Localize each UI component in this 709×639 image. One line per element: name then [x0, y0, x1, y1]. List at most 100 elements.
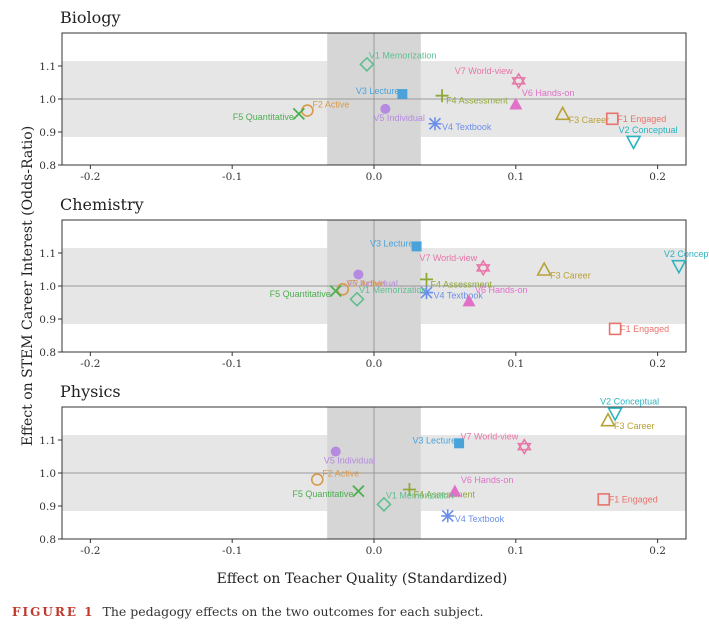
point-v3-lecture	[454, 438, 465, 449]
point-label: V7 World-view	[455, 66, 513, 76]
point-v3-lecture	[397, 89, 408, 100]
y-axis-title: Effect on STEM Career Interest (Odds-Rat…	[20, 126, 36, 446]
point-label: V4 Textbook	[455, 514, 505, 524]
point-v5-individual	[330, 446, 341, 457]
point-v4-textbook	[441, 509, 455, 523]
panel-title: Chemistry	[60, 195, 144, 214]
point-v2-conceptual	[625, 135, 642, 151]
point-label: V1 Memorization	[386, 490, 454, 500]
x-tick-label: -0.1	[222, 545, 242, 557]
point-v3-lecture	[411, 241, 422, 252]
x-tick-label: -0.2	[80, 171, 100, 183]
y-tick-label: 0.8	[39, 160, 56, 172]
point-label: V6 Hands-on	[522, 88, 575, 98]
point-v1-memorization	[359, 56, 375, 72]
panel-title: Biology	[60, 8, 121, 27]
point-f3-career	[600, 412, 616, 427]
y-tick-label: 0.9	[39, 501, 56, 513]
point-label: F1 Engaged	[617, 114, 666, 124]
x-tick-label: -0.1	[222, 171, 242, 183]
point-v7-world-view	[517, 438, 532, 456]
figure: Biology -0.2 -0.1 0.0 0.1 0.2 0.8 0.9 1.0 1.1 V1 M…	[20, 8, 709, 587]
panel-physics: Physics -0.2 -0.1 0.0 0.1 0.2 0.8 0.9 1.0 1.1 V2 C…	[39, 382, 687, 557]
point-f3-career	[554, 105, 571, 121]
x-tick-label: 0.1	[507, 171, 524, 183]
x-tick-label: 0.0	[366, 358, 383, 370]
point-label: V1 Memorization	[369, 50, 437, 60]
point-f2-active	[310, 473, 324, 486]
panel-chemistry: Chemistry -0.2 -0.1 0.0 0.1 0.2 0.8 0.9 1.0 1.1 V3…	[39, 195, 709, 370]
point-label: V3 Lecture	[413, 435, 457, 445]
panel-biology: Biology -0.2 -0.1 0.0 0.1 0.2 0.8 0.9 1.0 1.1 V1 M…	[39, 8, 687, 183]
y-tick-label: 1.1	[39, 248, 56, 260]
point-v1-memorization	[349, 291, 365, 307]
point-label: V2 Conceptual	[619, 125, 678, 135]
point-f5-quantitative	[352, 485, 365, 498]
point-label: V6 Hands-on	[475, 285, 528, 295]
y-tick-label: 0.8	[39, 534, 56, 546]
point-label: V2 Conceptual	[600, 397, 659, 407]
y-tick-label: 0.9	[39, 314, 56, 326]
point-f5-quantitative	[292, 107, 305, 120]
point-label: F2 Active	[348, 278, 385, 288]
point-label: V3 Lecture	[356, 86, 400, 96]
y-tick-label: 1.1	[39, 61, 56, 73]
point-v6-hands-on	[462, 294, 476, 307]
point-v4-textbook	[428, 117, 442, 131]
figure-number: FIGURE 1	[12, 605, 95, 619]
x-tick-label: 0.2	[649, 171, 666, 183]
point-f4-assessment	[435, 89, 449, 103]
point-label: F5 Quantitative	[292, 489, 353, 499]
point-label: V1 Memorization	[359, 285, 427, 295]
point-f4-assessment	[402, 483, 416, 496]
point-v6-hands-on	[509, 97, 523, 110]
x-tick-label: 0.1	[507, 545, 524, 557]
point-label: F4 Assessment	[430, 279, 492, 289]
panel-title: Physics	[60, 382, 121, 401]
x-tick-label: 0.0	[366, 545, 383, 557]
point-label: V5 Individual	[324, 456, 376, 466]
x-tick-label: -0.2	[80, 358, 100, 370]
x-tick-label: 0.0	[366, 171, 383, 183]
point-label: F5 Quantitative	[270, 289, 331, 299]
point-v7-world-view	[475, 259, 491, 277]
point-v6-hands-on	[448, 484, 462, 497]
point-v1-memorization	[376, 496, 392, 512]
point-label: V6 Hands-on	[461, 475, 514, 485]
y-tick-label: 1.1	[39, 435, 56, 447]
point-v7-world-view	[511, 72, 526, 90]
caption-text: The pedagogy effects on the two outcomes…	[102, 604, 484, 619]
point-f3-career	[536, 261, 553, 276]
point-label: V7 World-view	[460, 432, 518, 442]
x-tick-label: 0.2	[649, 545, 666, 557]
point-label: V7 World-view	[419, 253, 477, 263]
point-f5-quantitative	[329, 284, 342, 298]
y-tick-label: 0.8	[39, 347, 56, 359]
y-tick-label: 1.0	[39, 281, 56, 293]
point-v5-individual	[353, 269, 364, 280]
point-v2-conceptual	[607, 407, 623, 422]
point-label: V4 Textbook	[442, 122, 492, 132]
y-tick-label: 1.0	[39, 94, 56, 106]
panels-group: Biology -0.2 -0.1 0.0 0.1 0.2 0.8 0.9 1.0 1.1 V1 M…	[39, 8, 709, 557]
point-f1-engaged	[597, 493, 611, 506]
point-f4-assessment	[419, 272, 433, 286]
point-f1-engaged	[608, 322, 622, 336]
point-label: F3 Career	[614, 421, 655, 431]
point-label: F2 Active	[322, 469, 359, 479]
y-tick-label: 0.9	[39, 127, 56, 139]
x-tick-label: 0.1	[507, 358, 524, 370]
point-label: F4 Assessment	[413, 490, 475, 500]
point-label: F5 Quantitative	[233, 112, 294, 122]
x-tick-label: -0.1	[222, 358, 242, 370]
point-v4-textbook	[419, 286, 433, 300]
point-label: V5 Individual	[373, 113, 425, 123]
point-label: V4 Textbook	[433, 291, 483, 301]
point-f1-engaged	[605, 112, 619, 126]
y-tick-label: 1.0	[39, 468, 56, 480]
x-tick-label: 0.2	[649, 358, 666, 370]
point-label: F2 Active	[312, 100, 349, 110]
point-label: V3 Lecture	[370, 238, 414, 248]
point-v5-individual	[380, 103, 391, 114]
point-label: F3 Career	[569, 115, 610, 125]
